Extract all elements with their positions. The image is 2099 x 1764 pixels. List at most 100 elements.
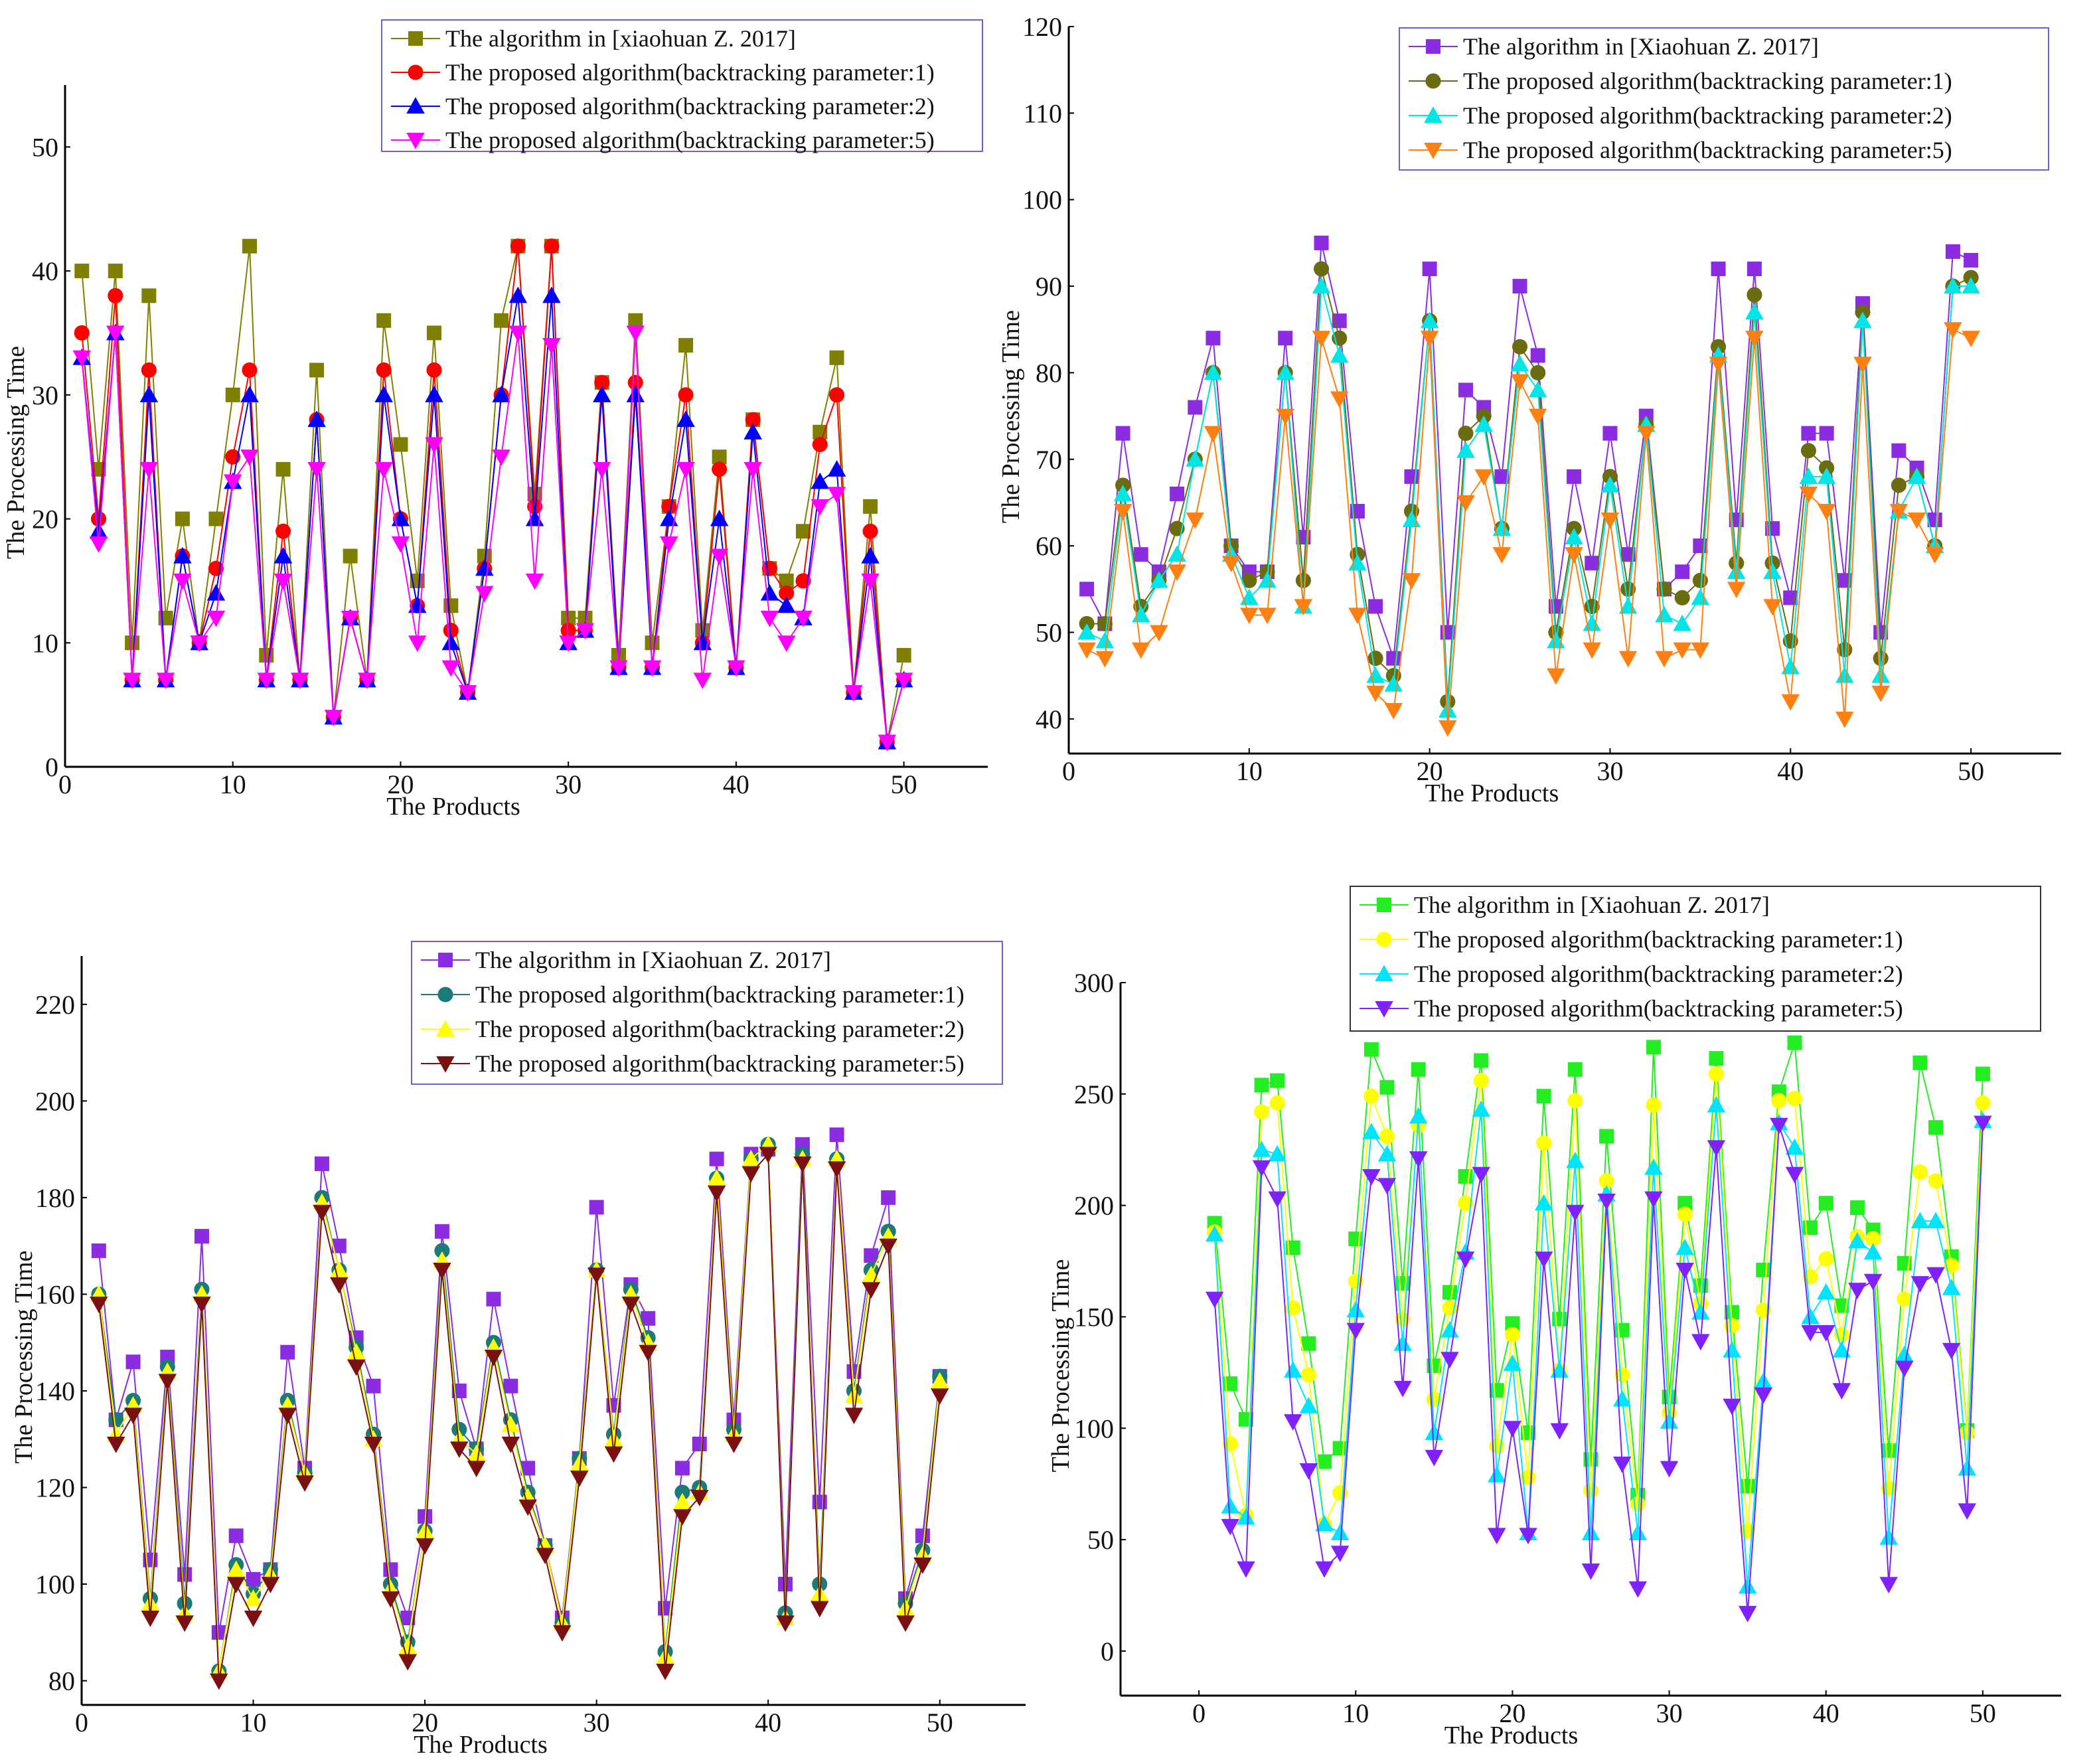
data-point [1095, 631, 1115, 649]
data-point [1362, 1168, 1381, 1186]
data-point [74, 325, 90, 341]
data-point [796, 524, 811, 539]
data-point [1644, 1158, 1663, 1175]
data-point [693, 673, 712, 690]
legend-marker [1377, 898, 1391, 912]
x-tick-label: 20 [412, 1708, 438, 1737]
data-point [1566, 1151, 1585, 1168]
data-point [74, 264, 90, 279]
data-point [1565, 528, 1583, 545]
data-point [1928, 1173, 1944, 1189]
data-point [1170, 486, 1185, 501]
x-tick-label: 40 [723, 769, 749, 799]
data-point [1853, 357, 1872, 374]
data-point [829, 1127, 844, 1143]
data-point [1747, 287, 1762, 303]
data-point [1785, 1138, 1804, 1155]
legend-entry: The algorithm in [xiaohuan Z. 2017] [445, 25, 796, 52]
data-point [626, 325, 645, 343]
y-axis-title: The Processing Time [10, 1251, 38, 1464]
data-point [1269, 1095, 1285, 1111]
data-point [1723, 1398, 1741, 1415]
data-point [374, 461, 393, 479]
series-line [98, 1152, 941, 1681]
data-point [443, 598, 459, 613]
data-point [1975, 1066, 1990, 1082]
data-point [542, 286, 561, 303]
x-tick-label: 0 [1192, 1698, 1205, 1728]
data-point [1583, 1483, 1599, 1498]
x-tick-label: 10 [1236, 756, 1263, 786]
data-point [1205, 331, 1221, 346]
legend-box [1350, 886, 2041, 1032]
legend-entry: The proposed algorithm(backtracking para… [445, 127, 935, 153]
data-point [1393, 1380, 1412, 1398]
data-point [1925, 547, 1944, 564]
data-point [741, 1149, 761, 1166]
data-point [1848, 1283, 1867, 1299]
data-point [1440, 1352, 1459, 1368]
data-point [896, 1599, 915, 1616]
data-point [89, 522, 108, 539]
data-point [1567, 1093, 1583, 1109]
y-tick-label: 40 [32, 256, 58, 286]
data-point [1205, 1291, 1224, 1309]
data-point [242, 238, 257, 254]
data-point [240, 386, 259, 402]
y-tick-label: 50 [32, 132, 58, 162]
data-point [156, 673, 175, 690]
data-point [139, 386, 159, 402]
data-point [1747, 262, 1762, 276]
data-point [844, 684, 863, 702]
data-point [1849, 1200, 1865, 1215]
x-tick-label: 40 [1777, 756, 1804, 786]
data-point [1614, 1367, 1630, 1383]
data-point [707, 1169, 726, 1186]
data-point [639, 1344, 657, 1362]
data-point [1738, 1605, 1757, 1623]
x-axis-title: The Products [386, 793, 520, 821]
data-point [1384, 702, 1403, 720]
series-3 [90, 1147, 949, 1690]
data-point [1912, 1055, 1928, 1070]
data-point [1817, 504, 1836, 521]
legend-marker [436, 1056, 455, 1073]
data-point [141, 1611, 160, 1627]
data-point [295, 1475, 314, 1492]
data-point [1723, 1341, 1741, 1358]
data-point [426, 362, 442, 378]
data-point [861, 546, 880, 564]
data-point [242, 362, 258, 378]
data-point [1708, 1066, 1724, 1082]
x-axis-title: The Products [1444, 1722, 1579, 1749]
data-point [1958, 1503, 1977, 1520]
data-point [1799, 486, 1818, 503]
legend-marker [1375, 1001, 1393, 1018]
data-point [1691, 588, 1710, 605]
data-point [1567, 1062, 1583, 1077]
data-point [1204, 363, 1223, 380]
data-point [1237, 1561, 1255, 1578]
data-point [627, 374, 643, 390]
data-point [1113, 485, 1132, 501]
data-point [408, 635, 427, 653]
data-point [123, 1407, 143, 1425]
data-point [1420, 331, 1439, 348]
y-tick-label: 160 [35, 1279, 75, 1309]
data-point [1800, 443, 1817, 459]
x-tick-label: 50 [927, 1708, 953, 1737]
data-point [123, 673, 141, 690]
x-tick-label: 40 [755, 1708, 781, 1737]
data-point [844, 1386, 864, 1403]
data-point [1942, 1342, 1961, 1360]
legend-marker [408, 31, 423, 46]
data-point [458, 684, 477, 702]
data-point [1853, 311, 1872, 329]
data-point [398, 1654, 417, 1671]
data-point [1488, 1528, 1506, 1545]
data-point [376, 362, 392, 378]
series-3 [1205, 1115, 1992, 1623]
data-point [1519, 1528, 1537, 1545]
data-point [1474, 469, 1493, 486]
x-tick-label: 20 [1417, 756, 1443, 786]
